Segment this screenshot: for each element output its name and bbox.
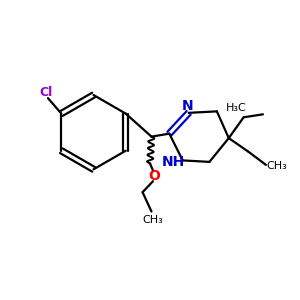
Text: O: O bbox=[148, 169, 160, 183]
Text: NH: NH bbox=[162, 155, 185, 169]
Text: CH₃: CH₃ bbox=[142, 214, 163, 224]
Text: Cl: Cl bbox=[39, 86, 52, 99]
Text: H₃C: H₃C bbox=[226, 103, 247, 113]
Text: CH₃: CH₃ bbox=[266, 161, 287, 171]
Text: N: N bbox=[181, 99, 193, 113]
